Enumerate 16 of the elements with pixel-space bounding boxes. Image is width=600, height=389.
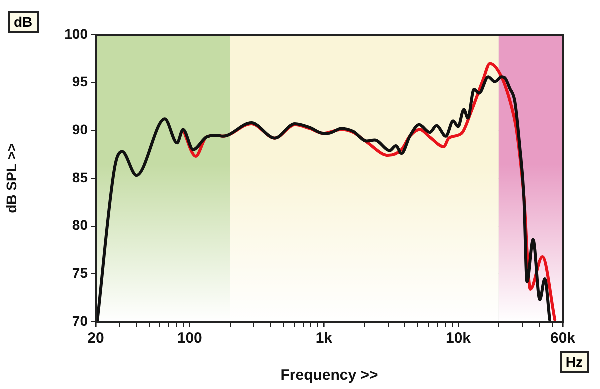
- y-tick-label: 75: [72, 265, 88, 282]
- x-tick-label: 20: [88, 330, 104, 348]
- y-tick-label: 85: [72, 169, 88, 186]
- text: Hz: [560, 351, 589, 373]
- y-tick-label: 100: [64, 26, 88, 42]
- text: dB: [8, 11, 39, 33]
- x-axis-title: Frequency >>: [280, 367, 379, 384]
- y-tick-label: 80: [72, 217, 88, 234]
- x-tick-label: 10k: [446, 330, 472, 348]
- x-tick-label: 60k: [550, 330, 576, 348]
- y-axis-title: dB SPL >>: [3, 144, 20, 214]
- x-tick-label: 1k: [316, 330, 334, 348]
- y-tick-label: 90: [72, 122, 88, 138]
- y-tick-label: 95: [72, 74, 88, 90]
- x-tick-label: 100: [177, 330, 202, 348]
- y-tick-label: 70: [72, 312, 88, 329]
